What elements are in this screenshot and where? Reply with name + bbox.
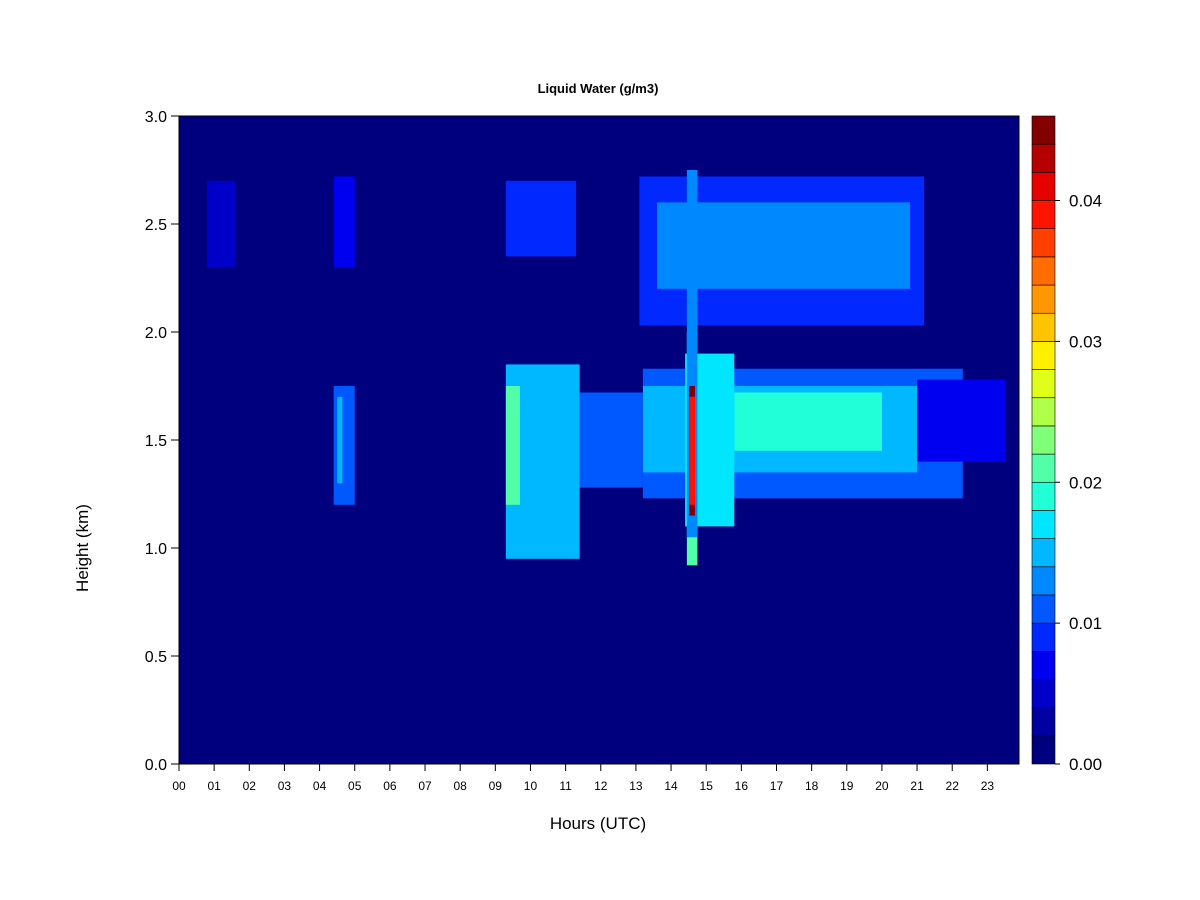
x-tick-label: 19 [840, 779, 854, 793]
colorbar-swatch [1031, 651, 1056, 680]
x-tick-label: 08 [453, 779, 467, 793]
chart-title: Liquid Water (g/m3) [538, 81, 659, 96]
colorbar-swatch [1031, 510, 1056, 539]
x-axis-label: Hours (UTC) [550, 814, 646, 833]
colorbar-swatch [1031, 538, 1056, 568]
colorbar-tick-label: 0.04 [1069, 192, 1102, 211]
colorbar [1031, 115, 1056, 765]
x-tick-label: 06 [383, 779, 397, 793]
x-tick-label: 17 [770, 779, 784, 793]
colorbar-swatch [1031, 453, 1056, 483]
heatmap-cell-2 [505, 180, 577, 257]
colorbar-swatch [1031, 425, 1056, 455]
colorbar-swatch [1031, 172, 1056, 201]
heatmap-cell-12 [686, 170, 698, 538]
x-tick-label: 01 [207, 779, 221, 793]
x-tick-label: 15 [700, 779, 714, 793]
y-tick-label: 2.5 [145, 217, 167, 234]
x-tick-label: 10 [524, 779, 538, 793]
colorbar-swatch [1031, 735, 1056, 765]
colorbar-swatch [1031, 341, 1056, 370]
x-tick-label: 12 [594, 779, 608, 793]
colorbar-tick-label: 0.03 [1069, 332, 1102, 351]
x-tick-label: 13 [629, 779, 643, 793]
colorbar-swatch [1031, 566, 1056, 596]
x-tick-label: 20 [875, 779, 889, 793]
colorbar-swatch [1031, 594, 1056, 624]
heatmap-cell-16 [337, 396, 343, 484]
colorbar-swatch [1031, 312, 1056, 342]
heatmap-cell-8 [734, 392, 882, 451]
x-tick-label: 16 [735, 779, 749, 793]
x-tick-label: 14 [664, 779, 678, 793]
colorbar-swatch [1031, 256, 1056, 286]
x-tick-label: 21 [910, 779, 924, 793]
x-tick-label: 07 [418, 779, 432, 793]
x-tick-label: 02 [243, 779, 257, 793]
heatmap-cell-15 [333, 386, 355, 505]
heatmap-cell-17 [333, 176, 355, 268]
heatmap-cell-3 [579, 392, 643, 488]
colorbar-swatch [1031, 200, 1056, 229]
x-tick-label: 23 [981, 779, 995, 793]
y-tick-label: 2.0 [145, 325, 167, 342]
colorbar-tick-label: 0.02 [1069, 473, 1102, 492]
heatmap-cell-1 [505, 386, 520, 505]
colorbar-tick-label: 0.01 [1069, 614, 1102, 633]
x-axis: 00 01 02 03 04 05 06 07 08 09 10 11 12 13 14 15 16 17 18 19… [172, 764, 994, 793]
y-tick-label: 0.5 [145, 649, 167, 666]
colorbar-swatch [1031, 143, 1056, 173]
x-tick-label: 09 [489, 779, 503, 793]
colorbar-tick-label: 0.00 [1069, 755, 1102, 774]
x-tick-label: 11 [559, 779, 572, 793]
heatmap-cell-18 [207, 180, 236, 268]
colorbar-swatch [1031, 622, 1056, 652]
heatmap-cell-5 [656, 202, 911, 289]
x-tick-label: 05 [348, 779, 362, 793]
y-tick-label: 1.5 [145, 433, 167, 450]
y-axis-label: Height (km) [73, 504, 92, 592]
heatmap-cell-14 [689, 396, 695, 505]
colorbar-swatch [1031, 707, 1056, 737]
heatmap-cell-9 [917, 379, 1005, 462]
y-tick-label: 1.0 [145, 541, 167, 558]
y-tick-label: 0.0 [145, 757, 167, 774]
colorbar-swatch [1031, 481, 1056, 511]
colorbar-swatch [1031, 397, 1056, 427]
colorbar-swatch [1031, 369, 1056, 399]
colorbar-swatch [1031, 284, 1056, 314]
y-tick-label: 3.0 [145, 109, 167, 126]
x-tick-label: 18 [805, 779, 819, 793]
x-tick-label: 00 [172, 779, 186, 793]
colorbar-ticks: 0.00 0.01 0.02 0.03 0.04 [1055, 192, 1102, 774]
colorbar-swatch [1031, 679, 1056, 708]
y-axis: 0.0 0.5 1.0 1.5 2.0 2.5 3.0 [145, 109, 179, 774]
x-tick-label: 03 [278, 779, 292, 793]
x-tick-label: 04 [313, 779, 327, 793]
colorbar-swatch [1031, 115, 1056, 145]
colorbar-swatch [1031, 228, 1056, 258]
x-tick-label: 22 [946, 779, 960, 793]
heatmap-plot [179, 116, 1019, 764]
